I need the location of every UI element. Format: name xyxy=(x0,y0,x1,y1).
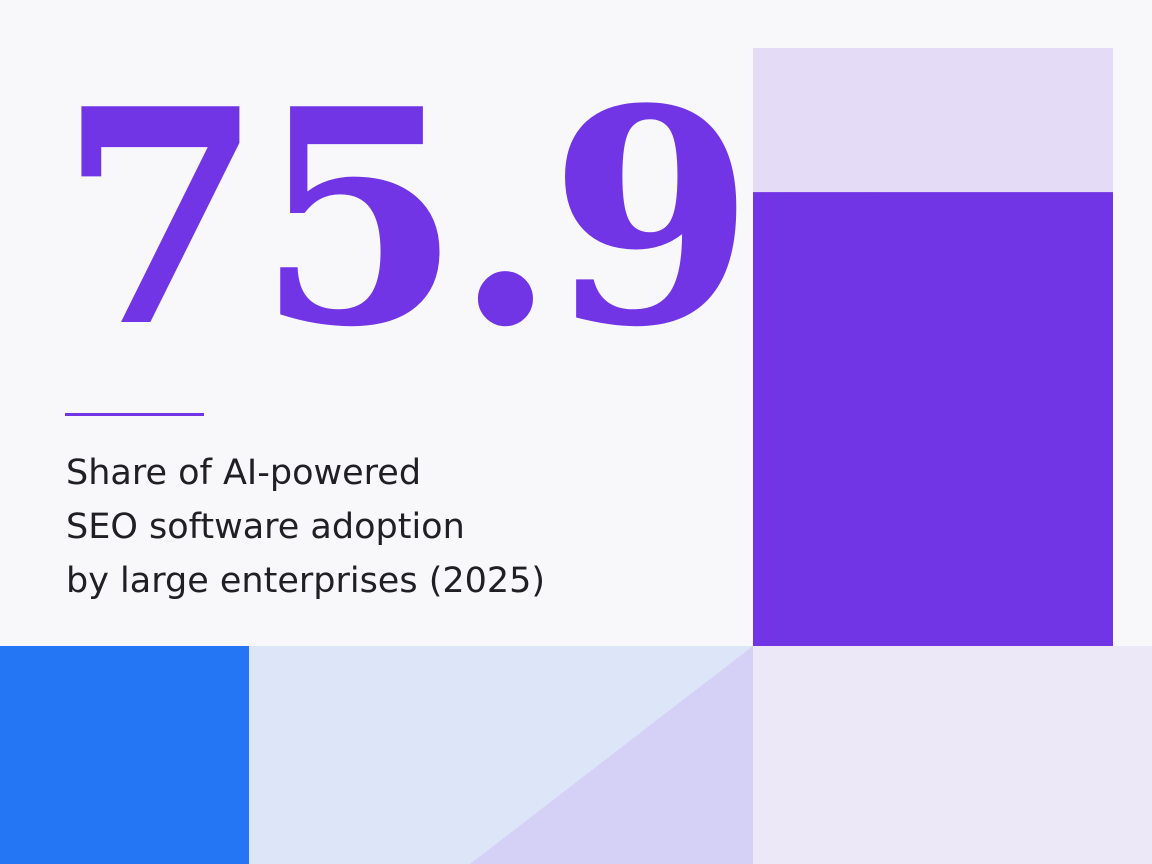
headline-stat: 75.9 % xyxy=(58,70,917,400)
bar-fill xyxy=(753,192,1113,647)
corner-block-blue xyxy=(0,646,249,864)
headline-unit: % xyxy=(756,164,917,362)
headline-value: 75.9 xyxy=(58,44,755,392)
caption-line: SEO software adoption xyxy=(66,507,465,547)
stat-caption: Share of AI-powered SEO software adoptio… xyxy=(66,446,626,608)
caption-line: by large enterprises (2025) xyxy=(66,561,546,601)
block-lavender-triangle xyxy=(470,646,753,864)
accent-rule xyxy=(65,413,204,416)
caption-line: Share of AI-powered xyxy=(66,453,422,493)
block-pale-lavender xyxy=(753,646,1152,864)
